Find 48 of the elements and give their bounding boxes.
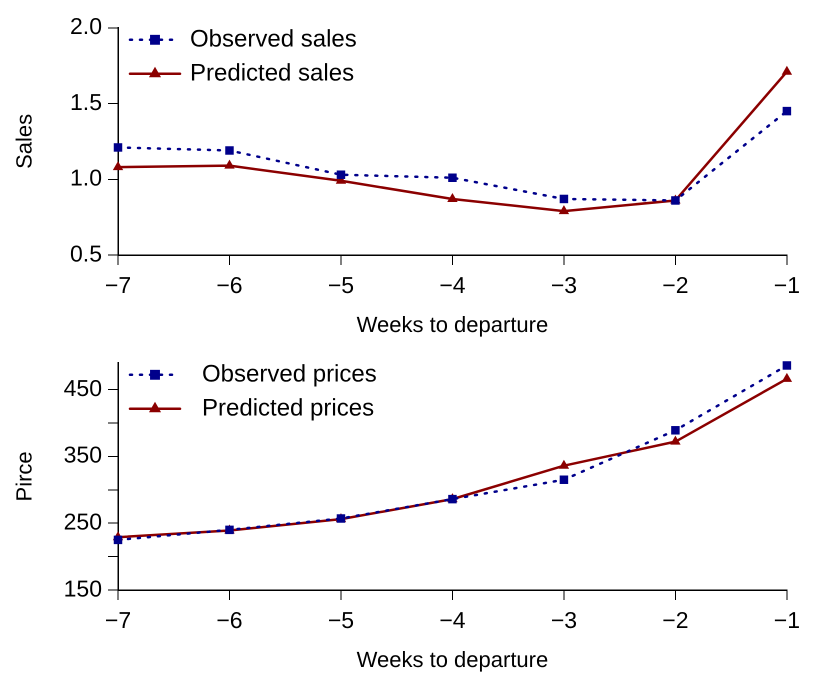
x-axis-title: Weeks to departure	[356, 646, 548, 672]
y-tick-label: 2.0	[70, 13, 102, 40]
point	[782, 66, 792, 75]
x-tick-label: −5	[328, 607, 354, 634]
point	[560, 476, 568, 484]
x-tick-label: −4	[439, 272, 466, 298]
point	[671, 426, 680, 435]
point	[224, 160, 235, 169]
x-axis-title: Weeks to departure	[356, 312, 548, 337]
y-tick-label: 150	[64, 575, 102, 602]
y-tick-label: 1.5	[70, 88, 102, 115]
x-tick-label: −7	[104, 607, 132, 634]
point	[448, 174, 457, 182]
point	[114, 143, 122, 152]
x-tick-label: −1	[774, 607, 800, 634]
point	[447, 192, 458, 202]
legend-label: Observed prices	[202, 360, 377, 388]
point	[112, 161, 124, 170]
point	[782, 361, 792, 370]
y-tick-label: 0.5	[70, 240, 102, 266]
y-tick-label: 250	[64, 508, 102, 535]
x-tick-label: −7	[104, 272, 132, 298]
y-tick-label: 450	[64, 374, 102, 401]
x-tick-label: −2	[662, 607, 689, 634]
x-tick-label: −5	[328, 272, 354, 298]
y-axis-title: Sales	[11, 114, 36, 169]
point	[560, 194, 568, 204]
point	[114, 536, 122, 544]
point	[782, 372, 792, 382]
point	[336, 170, 346, 179]
x-tick-label: −6	[216, 607, 243, 634]
x-tick-label: −3	[550, 272, 578, 298]
x-tick-label: −6	[216, 272, 243, 298]
legend-label: Observed sales	[190, 25, 357, 52]
y-tick-label: 350	[64, 442, 102, 468]
y-axis-title: Pirce	[11, 451, 36, 502]
y-tick-label: 1.0	[70, 164, 102, 191]
legend-label: Predicted sales	[190, 59, 354, 86]
x-tick-label: −2	[662, 272, 689, 298]
legend-label: Predicted prices	[202, 394, 374, 422]
x-tick-label: −4	[439, 607, 466, 634]
point	[225, 146, 234, 155]
x-tick-label: −1	[774, 272, 800, 298]
point	[558, 205, 570, 214]
point	[670, 436, 681, 445]
x-tick-label: −3	[550, 607, 578, 634]
point	[782, 106, 792, 116]
point	[558, 460, 570, 469]
